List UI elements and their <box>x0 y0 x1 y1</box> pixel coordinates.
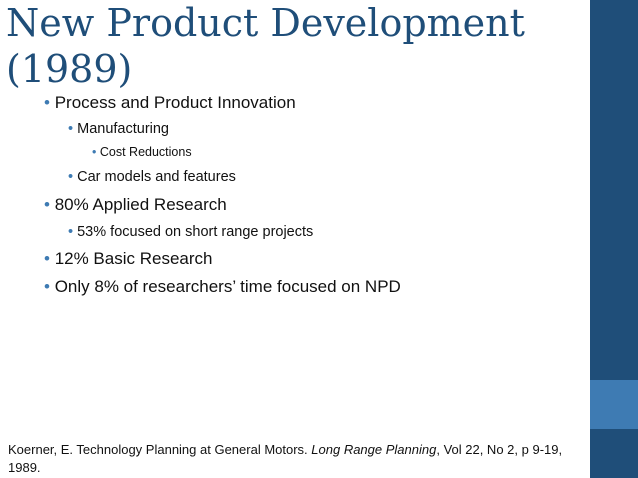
bullet-list: • Process and Product Innovation • Manuf… <box>44 92 401 298</box>
citation-prefix: Koerner, E. Technology Planning at Gener… <box>8 442 312 457</box>
side-decor-bar-light <box>590 380 638 429</box>
bullet-item: • Process and Product Innovation <box>44 92 296 114</box>
bullet-dot-icon: • <box>44 249 50 268</box>
bullet-item: • Manufacturing <box>68 119 169 139</box>
bullet-text: Process and Product Innovation <box>54 93 296 112</box>
bullet-text: Car models and features <box>77 169 236 185</box>
bullet-item: • 53% focused on short range projects <box>68 222 313 242</box>
slide-title: New Product Development (1989) <box>6 1 525 91</box>
bullet-dot-icon: • <box>44 277 50 296</box>
bullet-text: Manufacturing <box>77 121 169 137</box>
bullet-item: • 80% Applied Research <box>44 194 227 216</box>
bullet-dot-icon: • <box>44 195 50 214</box>
bullet-item: • 12% Basic Research <box>44 248 213 270</box>
bullet-item: • Cost Reductions <box>92 143 192 161</box>
bullet-dot-icon: • <box>68 169 74 185</box>
citation-journal: Long Range Planning <box>311 442 437 457</box>
bullet-item: • Only 8% of researchers’ time focused o… <box>44 276 401 298</box>
bullet-text: 53% focused on short range projects <box>77 224 314 240</box>
bullet-text: Cost Reductions <box>99 145 192 159</box>
bullet-dot-icon: • <box>68 121 74 137</box>
bullet-text: 12% Basic Research <box>54 249 213 268</box>
side-decor-bar-bottom <box>590 429 638 478</box>
bullet-item: • Car models and features <box>68 167 236 187</box>
bullet-text: Only 8% of researchers’ time focused on … <box>54 277 401 296</box>
bullet-dot-icon: • <box>44 93 50 112</box>
citation: Koerner, E. Technology Planning at Gener… <box>8 441 593 477</box>
bullet-text: 80% Applied Research <box>54 195 227 214</box>
citation-suffix: , Vol 22, No 2, p 9-19, 1989. <box>8 442 563 475</box>
bullet-dot-icon: • <box>68 224 74 240</box>
bullet-dot-icon: • <box>92 145 97 159</box>
side-decor-bar-dark <box>590 0 638 380</box>
